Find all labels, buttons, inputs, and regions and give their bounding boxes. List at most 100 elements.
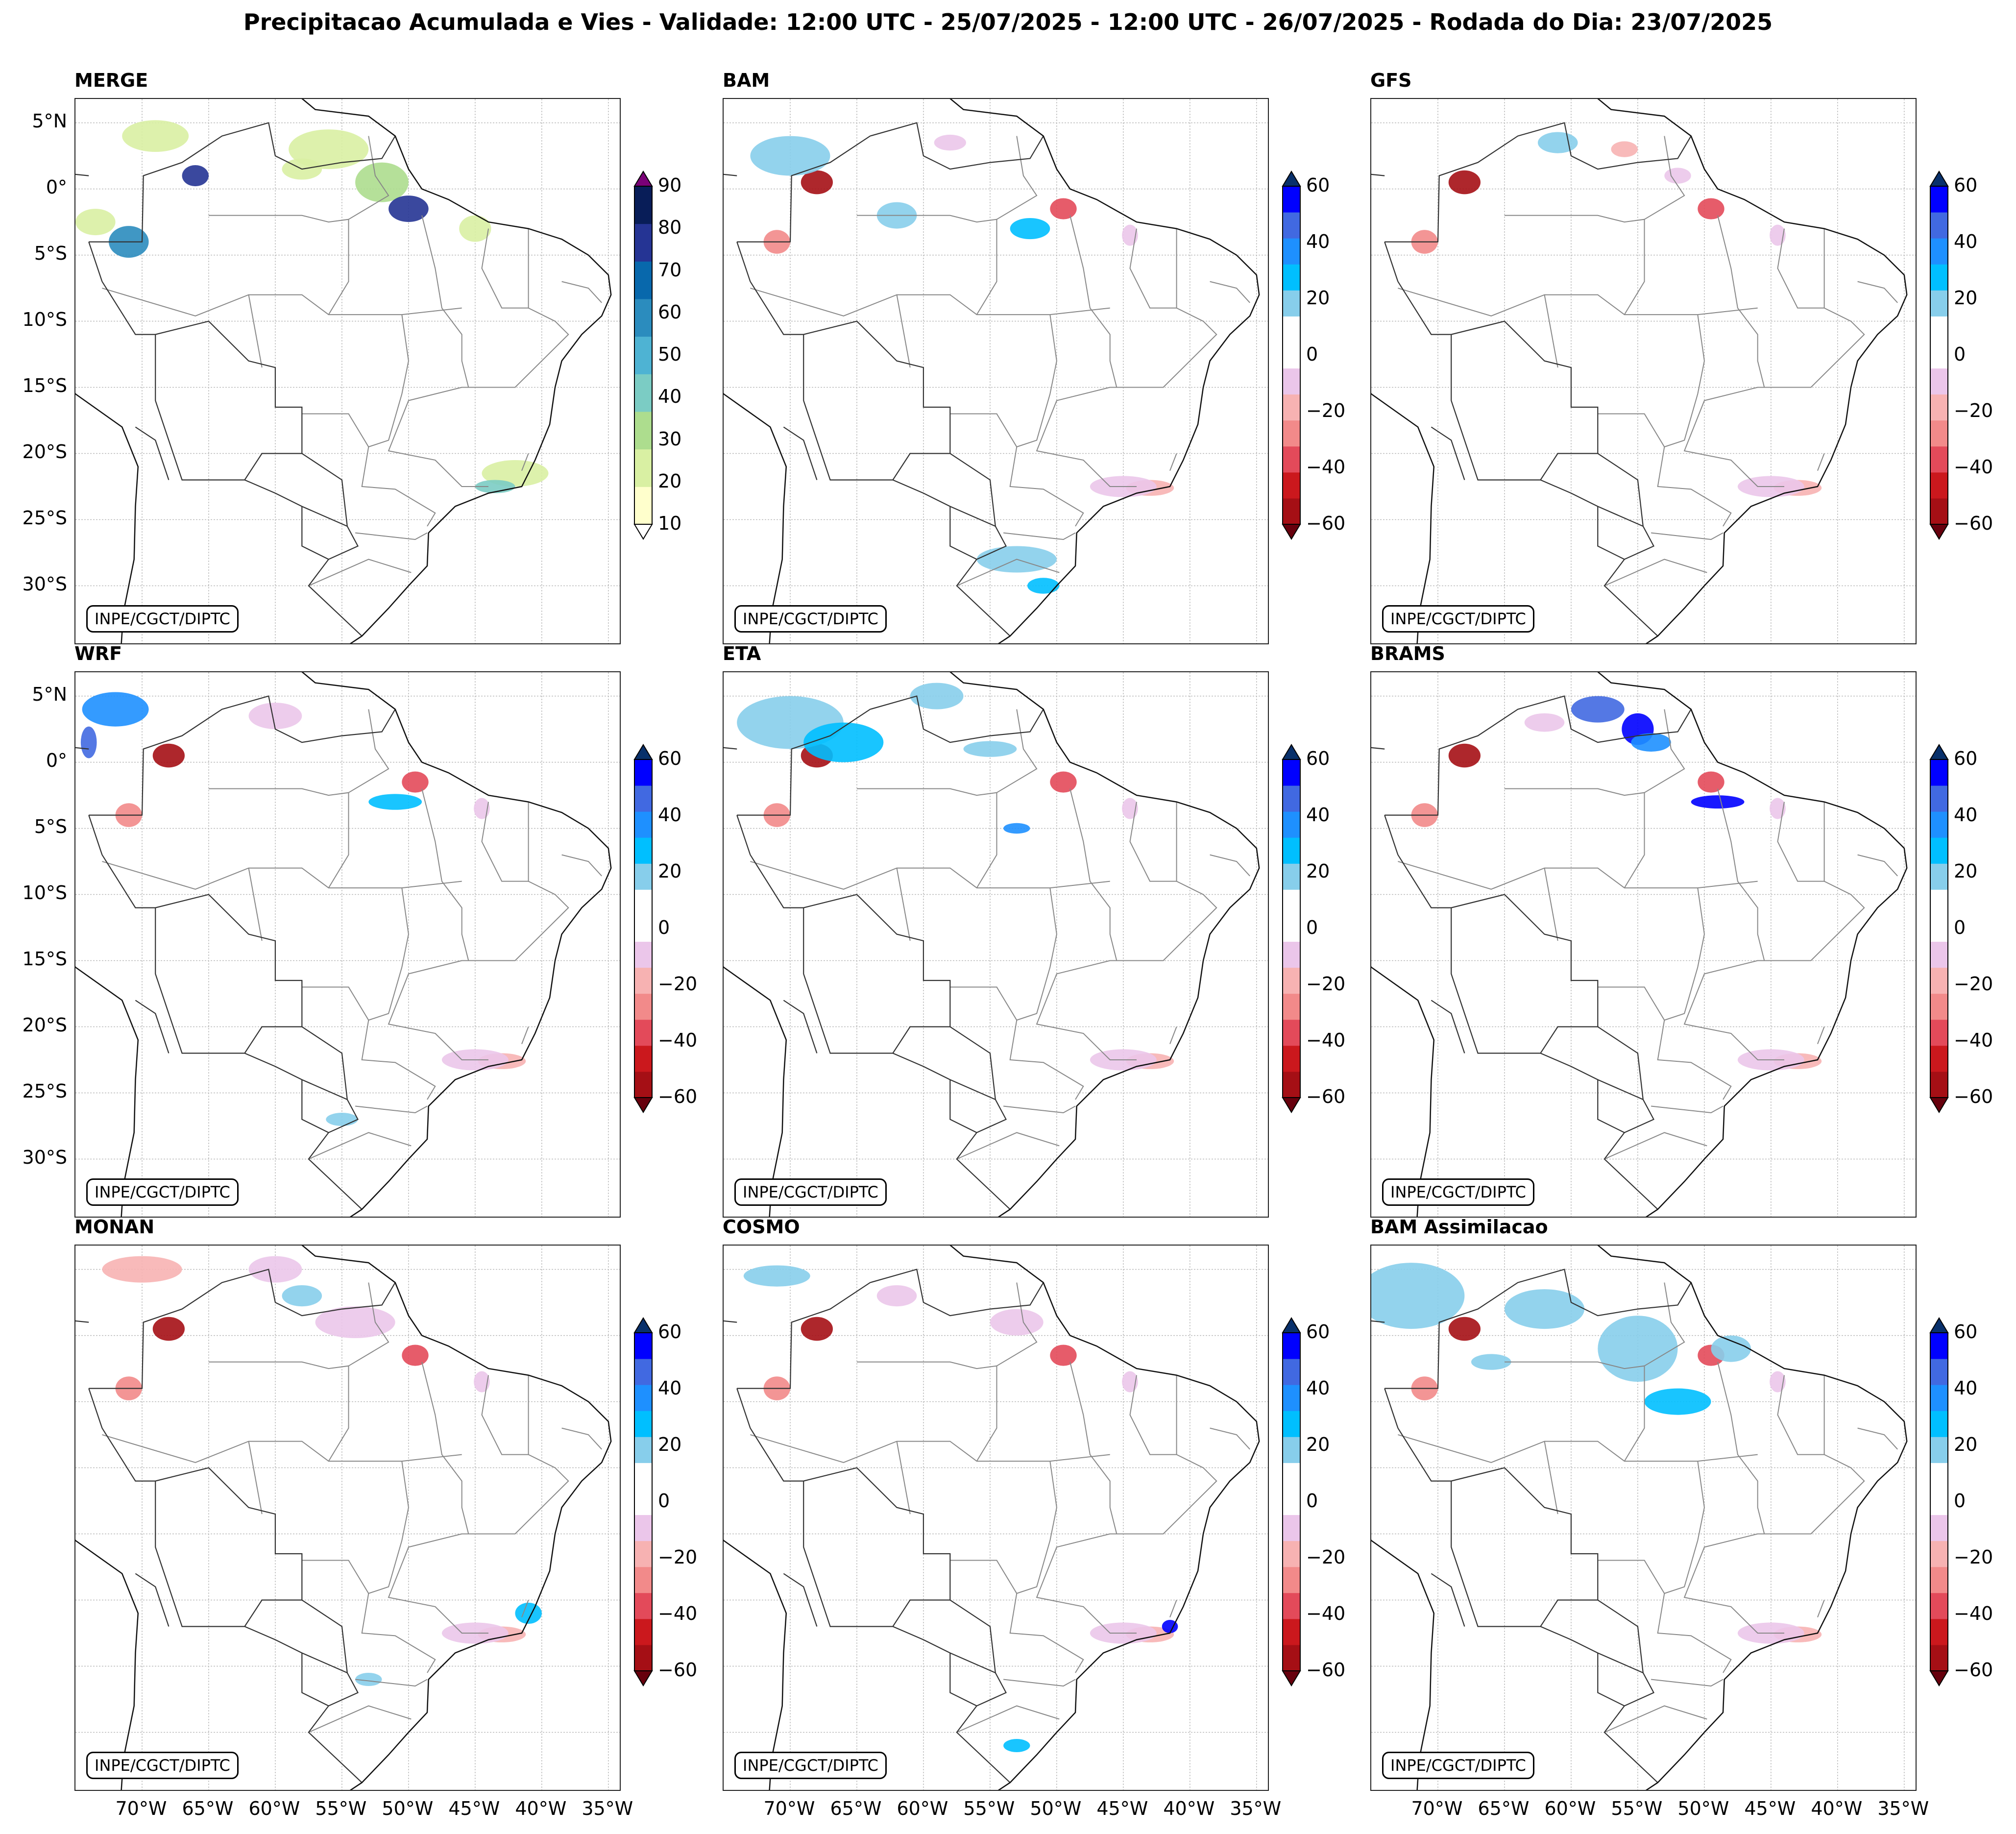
colorbar-swatch [1930, 498, 1948, 525]
colorbar-swatch [1930, 1515, 1948, 1541]
longitude-label: 60°W [897, 1798, 948, 1819]
state-boundary [1009, 1020, 1084, 1100]
colorbar-swatch [1283, 1385, 1300, 1411]
colorbar-tick-label: 40 [1954, 804, 1978, 826]
colorbar-swatch [634, 967, 652, 994]
colorbar-swatch [634, 1045, 652, 1072]
colorbar-over-arrow [1282, 171, 1301, 187]
state-boundary [1657, 1593, 1732, 1673]
colorbar-over-arrow [633, 171, 653, 187]
bias-area [1770, 798, 1786, 819]
colorbar-swatch [634, 1592, 652, 1619]
bias-area [1050, 771, 1077, 793]
state-boundary [1717, 788, 1765, 961]
colorbar-swatch [634, 837, 652, 864]
country-border [1451, 334, 1644, 527]
colorbar-swatch [1283, 1618, 1300, 1645]
colorbar-swatch [1930, 1592, 1948, 1619]
state-boundary [481, 802, 529, 882]
colorbar-tick-label: 20 [1306, 287, 1330, 309]
state-boundary [1169, 453, 1177, 471]
coastline [724, 392, 787, 643]
colorbar-swatch [1283, 316, 1300, 342]
longitude-label: 70°W [115, 1798, 167, 1819]
credit-label: INPE/CGCT/DIPTC [734, 605, 887, 633]
state-boundary [209, 788, 349, 888]
state-boundary [1777, 307, 1865, 388]
latitude-label: 5°S [34, 815, 67, 837]
country-border [783, 1573, 818, 1627]
colorbar-swatch [634, 941, 652, 968]
colorbar-swatch [634, 1489, 652, 1516]
colorbar-swatch [634, 487, 652, 525]
colorbar-swatch [634, 1644, 652, 1671]
colorbar-over-arrow [1929, 744, 1949, 760]
country-border [1431, 426, 1465, 480]
state-boundary [348, 709, 389, 793]
map-frame: INPE/CGCT/DIPTC [74, 671, 621, 1218]
bias-area [355, 1673, 382, 1687]
longitude-label: 35°W [582, 1798, 633, 1819]
state-boundary [1130, 307, 1217, 388]
credit-label: INPE/CGCT/DIPTC [86, 1178, 239, 1206]
colorbar-swatch [1930, 1463, 1948, 1489]
colorbar-under-arrow [633, 1097, 653, 1113]
colorbar-swatch [1930, 1385, 1948, 1411]
colorbar-tick-label: 60 [1954, 1321, 1978, 1343]
state-boundary [1651, 1679, 1724, 1687]
colorbar-swatch [1283, 368, 1300, 395]
colorbar-swatch [634, 1019, 652, 1046]
coastline [949, 1246, 1260, 1790]
country-border [1371, 173, 1385, 176]
colorbar-tick-label: 50 [658, 343, 682, 365]
colorbar-swatch [634, 863, 652, 890]
bias-area [1122, 798, 1138, 819]
colorbar-tick-label: 40 [658, 1377, 682, 1399]
latitude-label: 25°S [22, 1080, 67, 1102]
longitude-label: 55°W [963, 1798, 1015, 1819]
colorbar-tick-label: 40 [1306, 231, 1330, 252]
colorbar-swatch [634, 1618, 652, 1645]
state-boundary [1604, 1132, 1707, 1160]
colorbar-swatch [634, 1437, 652, 1463]
colorbar-swatch [1283, 1515, 1300, 1541]
colorbar-swatch [1283, 915, 1300, 942]
colorbar-swatch [1283, 759, 1300, 786]
map-frame: INPE/CGCT/DIPTC [1370, 98, 1917, 644]
colorbar-swatch [634, 261, 652, 299]
state-boundary [308, 1705, 412, 1733]
colorbar-swatch [1283, 498, 1300, 525]
colorbar-tick-label: −40 [1954, 1029, 1993, 1051]
colorbar-swatch [1283, 889, 1300, 916]
colorbar-swatch [634, 1411, 652, 1437]
state-boundary [1544, 868, 1558, 941]
bias-area [1664, 168, 1691, 184]
colorbar-tick-label: −40 [658, 1029, 698, 1051]
state-boundary [1129, 228, 1177, 309]
colorbar-under-arrow [1282, 524, 1301, 540]
colorbar-swatch [1283, 1489, 1300, 1516]
country-border [1384, 815, 1399, 855]
state-boundary [1598, 1461, 1705, 1594]
colorbar-tick-label: 60 [1306, 748, 1330, 769]
map-frame: INPE/CGCT/DIPTC [74, 98, 621, 644]
colorbar-swatch [1283, 785, 1300, 812]
colorbar-swatch [1930, 186, 1948, 213]
country-border [1384, 242, 1399, 282]
colorbar-tick-label: −20 [1306, 400, 1346, 421]
precip-area [459, 215, 491, 242]
longitude-label: 40°W [1811, 1798, 1863, 1819]
bias-area [248, 703, 302, 730]
state-boundary [421, 215, 469, 388]
colorbar-swatch [1283, 1463, 1300, 1489]
bias-area [80, 726, 97, 758]
longitude-label: 35°W [1877, 1798, 1929, 1819]
coastline [1597, 99, 1908, 643]
state-boundary [996, 136, 1038, 220]
colorbar-tick-label: 0 [1306, 1490, 1318, 1512]
state-boundary [857, 788, 997, 888]
latitude-label: 20°S [22, 1014, 67, 1036]
country-border [736, 242, 751, 282]
coastline [301, 1246, 612, 1790]
colorbar-over-arrow [633, 1317, 653, 1333]
